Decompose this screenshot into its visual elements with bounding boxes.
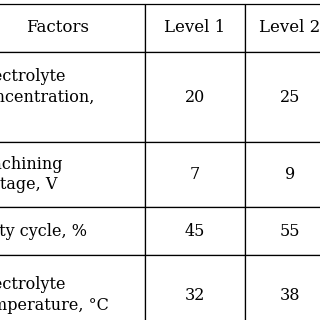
Text: 20: 20 [185,89,205,106]
Text: Duty cycle, %: Duty cycle, % [0,222,87,239]
Bar [245,52,320,142]
Bar [145,207,245,255]
Bar [245,207,320,255]
Text: 7: 7 [190,166,200,183]
Bar [0,4,145,52]
Text: 38: 38 [280,286,300,303]
Text: 9: 9 [285,166,295,183]
Text: Level 2: Level 2 [260,20,320,36]
Bar [0,207,145,255]
Bar [145,142,245,207]
Bar [145,255,245,320]
Text: Machining
voltage, V: Machining voltage, V [0,156,62,193]
Bar [145,52,245,142]
Text: Electrolyte
temperature, °C: Electrolyte temperature, °C [0,276,109,314]
Text: 45: 45 [185,222,205,239]
Text: Electrolyte
concentration,
g/l: Electrolyte concentration, g/l [0,68,94,126]
Text: 55: 55 [280,222,300,239]
Bar [245,4,320,52]
Bar [245,142,320,207]
Text: 25: 25 [280,89,300,106]
Bar [245,255,320,320]
Text: Level 1: Level 1 [164,20,226,36]
Bar [0,255,145,320]
Bar [145,4,245,52]
Text: Factors: Factors [26,20,89,36]
Text: 32: 32 [185,286,205,303]
Bar [0,52,145,142]
Bar [0,142,145,207]
